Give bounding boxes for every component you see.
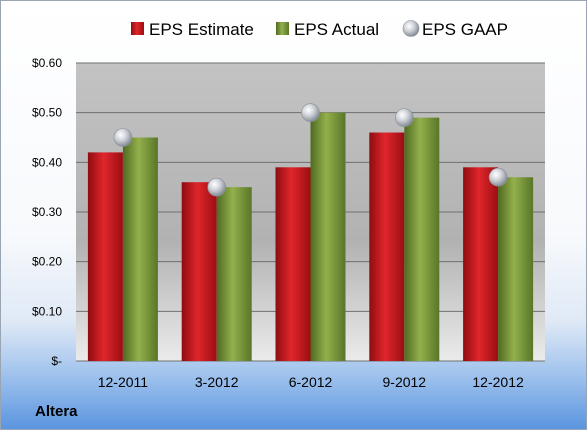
x-category-label: 12-2012: [472, 374, 524, 390]
eps-actual-bar: [404, 117, 440, 361]
legend-swatch: [276, 22, 289, 35]
gaap-markers: [113, 103, 508, 197]
eps-gaap-marker: [488, 167, 508, 187]
x-axis-categories: 12-2011 3-2012 6-2012 9-2012 12-2012: [98, 374, 524, 390]
y-tick-label: $0.10: [32, 304, 62, 318]
y-tick-label: $-: [51, 354, 62, 368]
x-category-label: 9-2012: [383, 374, 427, 390]
eps-actual-bar: [122, 137, 158, 361]
eps-gaap-marker: [113, 128, 133, 147]
company-label: Altera: [35, 403, 78, 420]
y-tick-label: $0.60: [32, 56, 62, 70]
eps-gaap-marker: [394, 108, 414, 127]
y-axis-ticks: $0.60 $0.50 $0.40 $0.30 $0.20 $0.10 $-: [32, 56, 62, 368]
eps-estimate-bar: [463, 167, 499, 361]
eps-estimate-bar: [87, 152, 123, 361]
legend-label: EPS GAAP: [422, 20, 508, 39]
eps-actual-bar: [310, 112, 346, 362]
eps-actual-bar: [498, 177, 534, 361]
eps-estimate-bar: [369, 132, 405, 361]
legend-label: EPS Estimate: [149, 20, 254, 39]
y-tick-label: $0.50: [32, 106, 62, 120]
eps-estimate-bar: [181, 182, 217, 361]
eps-estimate-bar: [275, 167, 311, 361]
x-category-label: 12-2011: [98, 374, 149, 390]
eps-actual-bar: [216, 187, 252, 361]
y-tick-label: $0.20: [32, 255, 62, 269]
legend: EPS Estimate EPS Actual EPS GAAP: [131, 20, 508, 39]
y-tick-label: $0.40: [32, 155, 62, 169]
x-category-label: 6-2012: [289, 374, 333, 390]
legend-swatch: [131, 22, 144, 35]
legend-swatch: [402, 20, 420, 37]
x-category-label: 3-2012: [195, 374, 239, 390]
legend-label: EPS Actual: [294, 20, 379, 39]
bars: [87, 112, 534, 362]
eps-gaap-marker: [301, 103, 320, 122]
y-tick-label: $0.30: [32, 205, 62, 219]
eps-gaap-marker: [207, 177, 226, 197]
